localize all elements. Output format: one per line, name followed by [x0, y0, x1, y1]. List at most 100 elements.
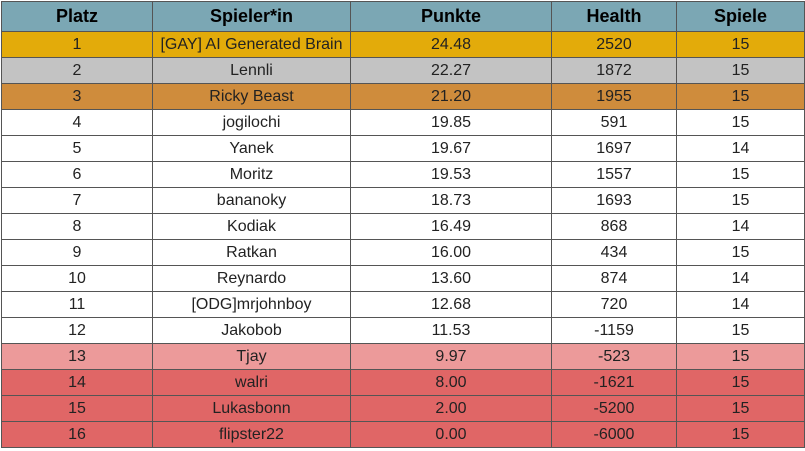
- cell-health[interactable]: 2520: [551, 31, 677, 58]
- cell-spieler[interactable]: Lukasbonn: [152, 395, 351, 422]
- cell-health[interactable]: -6000: [551, 421, 677, 448]
- cell-spieler[interactable]: Ricky Beast: [152, 83, 351, 110]
- cell-platz[interactable]: 12: [1, 317, 153, 344]
- cell-spiele[interactable]: 14: [676, 135, 805, 162]
- cell-spieler[interactable]: Jakobob: [152, 317, 351, 344]
- cell-punkte[interactable]: 16.49: [350, 213, 552, 240]
- header-health[interactable]: Health: [551, 1, 677, 32]
- cell-spieler[interactable]: bananoky: [152, 187, 351, 214]
- cell-spieler[interactable]: Ratkan: [152, 239, 351, 266]
- cell-punkte[interactable]: 2.00: [350, 395, 552, 422]
- cell-platz[interactable]: 8: [1, 213, 153, 240]
- cell-platz[interactable]: 10: [1, 265, 153, 292]
- cell-spiele[interactable]: 15: [676, 239, 805, 266]
- cell-spiele[interactable]: 14: [676, 291, 805, 318]
- cell-spiele[interactable]: 15: [676, 109, 805, 136]
- cell-spiele[interactable]: 15: [676, 343, 805, 370]
- cell-punkte[interactable]: 11.53: [350, 317, 552, 344]
- cell-spieler[interactable]: [GAY] AI Generated Brain: [152, 31, 351, 58]
- cell-platz[interactable]: 5: [1, 135, 153, 162]
- cell-health[interactable]: -1159: [551, 317, 677, 344]
- table-row: 12 Jakobob 11.53 -1159 15: [1, 317, 805, 344]
- header-spieler[interactable]: Spieler*in: [152, 1, 351, 32]
- header-punkte[interactable]: Punkte: [350, 1, 552, 32]
- table-row: 4 jogilochi 19.85 591 15: [1, 109, 805, 136]
- cell-platz[interactable]: 9: [1, 239, 153, 266]
- header-platz[interactable]: Platz: [1, 1, 153, 32]
- cell-health[interactable]: 720: [551, 291, 677, 318]
- cell-spieler[interactable]: jogilochi: [152, 109, 351, 136]
- cell-platz[interactable]: 6: [1, 161, 153, 188]
- cell-punkte[interactable]: 13.60: [350, 265, 552, 292]
- cell-spieler[interactable]: Moritz: [152, 161, 351, 188]
- cell-health[interactable]: -1621: [551, 369, 677, 396]
- table-row: 11 [ODG]mrjohnboy 12.68 720 14: [1, 291, 805, 318]
- table-row: 1 [GAY] AI Generated Brain 24.48 2520 15: [1, 31, 805, 58]
- cell-spieler[interactable]: Lennli: [152, 57, 351, 84]
- cell-platz[interactable]: 11: [1, 291, 153, 318]
- table-row: 7 bananoky 18.73 1693 15: [1, 187, 805, 214]
- table-row: 8 Kodiak 16.49 868 14: [1, 213, 805, 240]
- cell-health[interactable]: -523: [551, 343, 677, 370]
- cell-health[interactable]: 1697: [551, 135, 677, 162]
- cell-spieler[interactable]: Reynardo: [152, 265, 351, 292]
- cell-spiele[interactable]: 15: [676, 421, 805, 448]
- cell-spieler[interactable]: Tjay: [152, 343, 351, 370]
- cell-platz[interactable]: 14: [1, 369, 153, 396]
- cell-spieler[interactable]: walri: [152, 369, 351, 396]
- cell-spiele[interactable]: 15: [676, 369, 805, 396]
- cell-punkte[interactable]: 19.85: [350, 109, 552, 136]
- cell-spiele[interactable]: 15: [676, 161, 805, 188]
- cell-spiele[interactable]: 15: [676, 83, 805, 110]
- cell-platz[interactable]: 16: [1, 421, 153, 448]
- cell-spiele[interactable]: 15: [676, 187, 805, 214]
- cell-punkte[interactable]: 19.53: [350, 161, 552, 188]
- cell-health[interactable]: 1955: [551, 83, 677, 110]
- table-body: 1 [GAY] AI Generated Brain 24.48 2520 15 2 Len…: [1, 31, 805, 448]
- cell-health[interactable]: 874: [551, 265, 677, 292]
- cell-punkte[interactable]: 8.00: [350, 369, 552, 396]
- cell-punkte[interactable]: 16.00: [350, 239, 552, 266]
- cell-platz[interactable]: 2: [1, 57, 153, 84]
- table-row: 13 Tjay 9.97 -523 15: [1, 343, 805, 370]
- table-row: 15 Lukasbonn 2.00 -5200 15: [1, 395, 805, 422]
- cell-spiele[interactable]: 14: [676, 265, 805, 292]
- table-row: 14 walri 8.00 -1621 15: [1, 369, 805, 396]
- cell-platz[interactable]: 1: [1, 31, 153, 58]
- cell-platz[interactable]: 13: [1, 343, 153, 370]
- cell-spieler[interactable]: flipster22: [152, 421, 351, 448]
- cell-spieler[interactable]: Yanek: [152, 135, 351, 162]
- cell-spieler[interactable]: [ODG]mrjohnboy: [152, 291, 351, 318]
- cell-platz[interactable]: 15: [1, 395, 153, 422]
- cell-spiele[interactable]: 15: [676, 317, 805, 344]
- cell-platz[interactable]: 3: [1, 83, 153, 110]
- table-row: 10 Reynardo 13.60 874 14: [1, 265, 805, 292]
- header-spiele[interactable]: Spiele: [676, 1, 805, 32]
- cell-health[interactable]: -5200: [551, 395, 677, 422]
- cell-health[interactable]: 591: [551, 109, 677, 136]
- cell-punkte[interactable]: 24.48: [350, 31, 552, 58]
- cell-health[interactable]: 434: [551, 239, 677, 266]
- cell-health[interactable]: 868: [551, 213, 677, 240]
- cell-punkte[interactable]: 9.97: [350, 343, 552, 370]
- cell-spiele[interactable]: 15: [676, 57, 805, 84]
- cell-punkte[interactable]: 0.00: [350, 421, 552, 448]
- cell-spiele[interactable]: 15: [676, 31, 805, 58]
- cell-punkte[interactable]: 19.67: [350, 135, 552, 162]
- cell-spieler[interactable]: Kodiak: [152, 213, 351, 240]
- table-row: 9 Ratkan 16.00 434 15: [1, 239, 805, 266]
- cell-health[interactable]: 1557: [551, 161, 677, 188]
- cell-spiele[interactable]: 15: [676, 395, 805, 422]
- cell-punkte[interactable]: 22.27: [350, 57, 552, 84]
- cell-health[interactable]: 1693: [551, 187, 677, 214]
- cell-health[interactable]: 1872: [551, 57, 677, 84]
- cell-platz[interactable]: 4: [1, 109, 153, 136]
- table-row: 5 Yanek 19.67 1697 14: [1, 135, 805, 162]
- cell-platz[interactable]: 7: [1, 187, 153, 214]
- cell-punkte[interactable]: 18.73: [350, 187, 552, 214]
- table-row: 2 Lennli 22.27 1872 15: [1, 57, 805, 84]
- cell-spiele[interactable]: 14: [676, 213, 805, 240]
- cell-punkte[interactable]: 12.68: [350, 291, 552, 318]
- cell-punkte[interactable]: 21.20: [350, 83, 552, 110]
